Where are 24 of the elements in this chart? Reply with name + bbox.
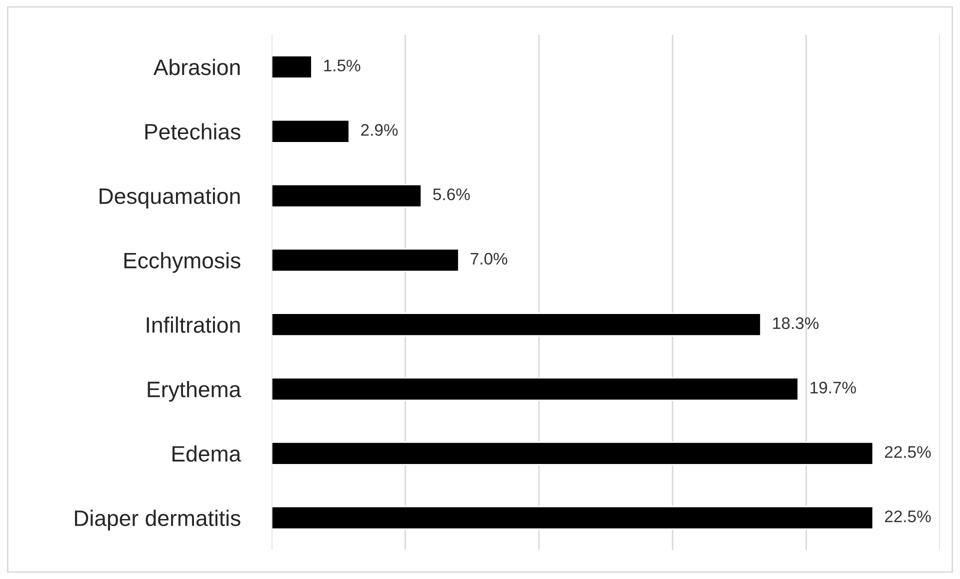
data-label: 22.5% <box>884 446 931 458</box>
bar <box>272 506 874 530</box>
y-tick-label: Edema <box>172 445 242 462</box>
bar <box>272 184 422 208</box>
data-label: 1.5% <box>324 60 360 72</box>
bar <box>272 312 762 337</box>
y-tick-label: Diaper dermatitis <box>75 510 240 531</box>
data-label: 7.0% <box>470 252 508 265</box>
bar <box>272 441 874 466</box>
data-label: 2.9% <box>361 124 398 136</box>
bar <box>272 54 312 79</box>
bar <box>272 119 350 144</box>
y-tick-label: Abrasion <box>153 58 240 76</box>
data-label: 19.7% <box>810 382 856 394</box>
data-label: 5.6% <box>433 188 470 200</box>
data-label: 18.3% <box>773 317 819 330</box>
y-tick-label: Erythema <box>148 380 242 402</box>
y-tick-label: Infiltration <box>146 316 240 333</box>
bar <box>272 377 799 401</box>
y-tick-label: Ecchymosis <box>124 252 240 273</box>
bar <box>272 248 460 272</box>
y-tick-label: Petechias <box>145 123 240 140</box>
y-tick-label: Desquamation <box>100 188 240 208</box>
data-label: 22.5% <box>884 510 931 522</box>
